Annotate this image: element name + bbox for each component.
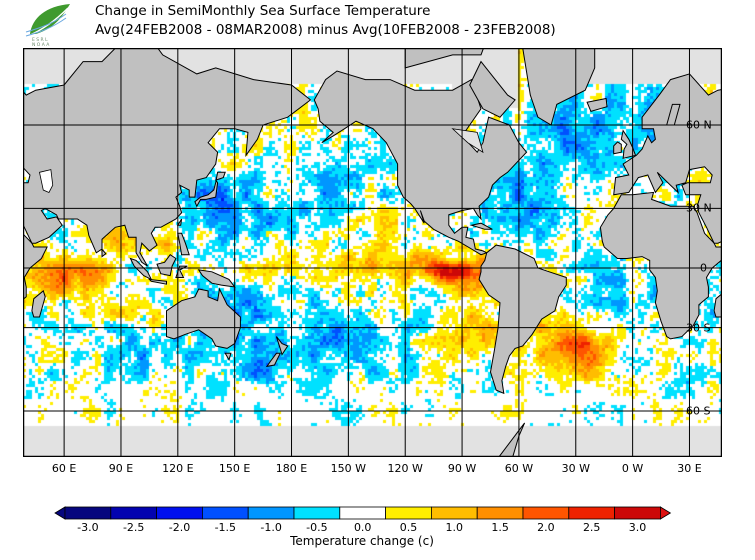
lon-label: 90 W [447, 462, 477, 475]
colorbar-tick-label: -2.5 [122, 521, 145, 534]
colorbar-tick-label: 2.5 [582, 521, 601, 534]
lon-label: 180 E [275, 462, 308, 475]
colorbar-title: Temperature change (c) [290, 534, 434, 548]
land-eurasia [613, 73, 722, 244]
hudson-bay-ice [451, 128, 484, 154]
colorbar-tick-label: 1.0 [445, 521, 464, 534]
colorbar-bin [64, 506, 112, 520]
colorbar-bin [385, 506, 432, 520]
colorbar-tick-label: 3.0 [628, 521, 647, 534]
lat-label: 30 S [686, 321, 711, 335]
colorbar-bin [293, 506, 341, 520]
colorbar-tick-label: -3.0 [77, 521, 99, 534]
land-tasmania [224, 352, 232, 361]
land-borneo [156, 254, 177, 277]
map-overlay [23, 48, 722, 457]
colorbar-tick-label: 0.5 [399, 521, 418, 534]
land-greenland [521, 48, 596, 126]
lon-label: 30 W [561, 462, 590, 475]
land-antarctic-peninsula [498, 422, 526, 457]
colorbar-tick-label: 2.0 [537, 521, 555, 534]
land-south-america [478, 244, 567, 395]
land-philippines [177, 232, 190, 256]
colorbar-bin [568, 506, 615, 520]
lon-label: 150 W [330, 462, 367, 475]
colorbar-over-arrow [660, 506, 672, 520]
lon-label: 0 W [621, 462, 644, 475]
colorbar-tick-label: 0.0 [353, 521, 372, 534]
map-border [23, 48, 722, 457]
colorbar-tick-label: -0.5 [306, 521, 328, 534]
lon-label: 150 E [218, 462, 251, 475]
lon-label: 90 E [108, 462, 134, 475]
land-sri-lanka [101, 247, 107, 258]
svg-text:E S R L: E S R L [32, 37, 48, 43]
colorbar-bin [247, 506, 295, 520]
colorbar-bin [476, 506, 524, 520]
land-new-zealand-south [265, 352, 281, 368]
colorbar-bin [339, 506, 386, 520]
colorbar-bin [614, 506, 661, 520]
lat-label: 0 [700, 261, 707, 275]
colorbar-tick-label: 1.5 [491, 521, 509, 534]
lon-label: 120 W [387, 462, 423, 475]
land-japan [194, 171, 226, 208]
graticule [23, 48, 722, 457]
land-iceland [586, 97, 608, 113]
colorbar-bin [522, 506, 570, 520]
lat-label: 30 N [686, 201, 712, 215]
land-layer [23, 48, 722, 457]
land-eurasia [23, 48, 312, 267]
colorbar [54, 506, 672, 520]
colorbar-tick-label: -1.5 [214, 521, 237, 534]
land-australia [166, 287, 241, 349]
chart-subtitle: Avg(24FEB2008 - 08MAR2008) minus Avg(10F… [95, 22, 556, 38]
lon-label: 30 E [677, 462, 702, 475]
noaa-leaf-logo: E S R L N O A A [25, 4, 70, 48]
lon-label: 60 W [504, 462, 534, 475]
colorbar-tick-label: -2.0 [168, 521, 191, 534]
colorbar-tick-label: -1.0 [260, 521, 282, 534]
land-cuba [469, 222, 493, 230]
svg-text:N O A A: N O A A [32, 42, 50, 48]
land-new-guinea [197, 269, 236, 288]
land-africa [23, 233, 48, 301]
land-canadian-arctic [404, 48, 485, 69]
colorbar-bin [201, 506, 249, 520]
land-taiwan [176, 218, 183, 226]
land-java [148, 278, 167, 285]
caspian-sea [39, 169, 54, 193]
colorbar-under-arrow [54, 506, 66, 520]
colorbar-bin [110, 506, 157, 520]
land-africa [599, 191, 722, 340]
colorbar-bin [430, 506, 478, 520]
land-great-britain [620, 129, 637, 159]
land-new-zealand-north [275, 336, 289, 356]
lat-label: 60 S [686, 404, 711, 418]
lat-label: 60 N [686, 118, 712, 132]
chart-title: Change in SemiMonthly Sea Surface Temper… [95, 3, 431, 19]
lon-label: 60 E [51, 462, 77, 475]
lon-label: 120 E [162, 462, 194, 475]
sst-map [23, 48, 722, 457]
colorbar-bin [156, 506, 203, 520]
land-baffin-island [469, 60, 516, 118]
land-madagascar [31, 290, 46, 318]
land-ireland [613, 141, 622, 155]
